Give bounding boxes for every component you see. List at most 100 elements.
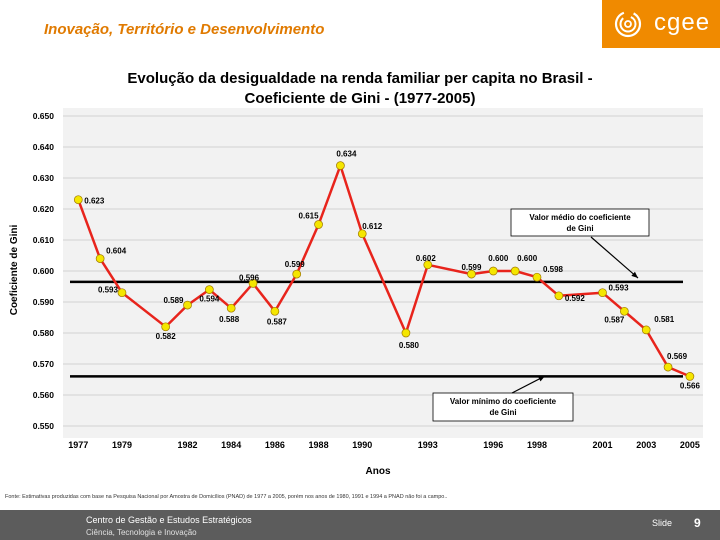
data-point	[204, 285, 214, 294]
data-point	[620, 306, 629, 316]
y-tick-label: 0.640	[33, 142, 55, 152]
chart-title-line1: Evolução da desigualdade na renda famili…	[127, 70, 592, 87]
y-tick-label: 0.560	[33, 390, 55, 400]
data-label: 0.588	[219, 315, 240, 324]
data-point	[183, 300, 192, 310]
footer-org-name: Centro de Gestão e Estudos Estratégicos	[86, 515, 252, 525]
data-point	[226, 303, 236, 313]
annotation-text: Valor mínimo do coeficiente	[450, 397, 557, 406]
data-point	[292, 269, 302, 279]
data-point	[510, 266, 520, 276]
annotation-text: de Gini	[566, 224, 593, 233]
mean-annotation-box	[510, 208, 650, 237]
data-point	[641, 325, 651, 335]
grid-lines	[63, 115, 703, 427]
chart-title-line2: Coeficiente de Gini - (1977-2005)	[245, 90, 476, 107]
y-tick-label: 0.570	[33, 359, 55, 369]
data-label: 0.598	[543, 265, 564, 274]
data-point	[685, 372, 695, 381]
x-tick-label: 1998	[527, 440, 547, 450]
x-tick-label: 2003	[636, 440, 656, 450]
data-point	[423, 260, 433, 270]
data-point	[161, 322, 171, 332]
annotations: Valor médio do coeficiente de Gini Valor m…	[432, 208, 650, 422]
data-label: 0.596	[239, 273, 260, 282]
data-label: 0.634	[336, 150, 357, 159]
min-annotation-box	[432, 392, 574, 422]
data-label: 0.600	[517, 254, 538, 263]
data-label: 0.593	[98, 286, 119, 295]
x-tick-label: 1986	[265, 440, 285, 450]
x-tick-label: 1984	[221, 440, 241, 450]
y-tick-label: 0.650	[33, 111, 55, 121]
data-point	[467, 269, 476, 279]
data-label: 0.593	[609, 284, 630, 293]
x-axis-label: Anos	[366, 466, 391, 477]
data-point	[270, 306, 280, 316]
annotation-arrow	[590, 236, 639, 279]
annotation-text: de Gini	[489, 408, 516, 417]
data-label: 0.589	[163, 296, 184, 305]
data-label: 0.612	[362, 222, 383, 231]
data-point	[401, 328, 411, 338]
reference-lines	[70, 280, 683, 378]
y-axis-label: Coeficiente de Gini	[9, 224, 20, 315]
data-label: 0.581	[654, 315, 675, 324]
data-point	[248, 279, 258, 288]
data-point	[117, 288, 127, 298]
series-gini: 0.623 0.604 0.593 0.582 0.589 0.594 0.588 0.596…	[73, 150, 701, 390]
x-tick-label: 1988	[309, 440, 329, 450]
data-point	[554, 291, 564, 301]
data-label: 0.566	[680, 381, 701, 390]
data-label: 0.623	[84, 197, 105, 206]
x-tick-label: 1977	[68, 440, 88, 450]
x-tick-label: 1982	[177, 440, 197, 450]
data-label: 0.592	[565, 294, 586, 303]
gini-line-chart: Evolução da desigualdade na renda famili…	[9, 70, 703, 477]
data-label: 0.600	[488, 254, 509, 263]
axis-ticks: 0.650 0.640 0.630 0.620 0.610 0.600 0.590 0.580…	[33, 111, 700, 450]
slide-number: 9	[694, 516, 701, 530]
annotation-arrowhead	[538, 376, 545, 382]
y-tick-label: 0.600	[33, 266, 55, 276]
data-point	[663, 362, 673, 372]
data-label: 0.604	[106, 247, 127, 256]
data-label: 0.587	[267, 317, 288, 326]
source-note: Fonte: Estimativas produzidas com base n…	[5, 494, 448, 500]
x-tick-label: 1993	[418, 440, 438, 450]
data-label: 0.580	[399, 341, 420, 350]
slide-label: Slide	[652, 518, 673, 528]
data-label: 0.615	[299, 212, 320, 221]
chart-plot-area	[63, 108, 703, 438]
data-point	[336, 161, 345, 170]
data-point	[598, 288, 607, 298]
logo-swirl-icon	[614, 10, 642, 38]
data-label: 0.587	[604, 315, 625, 324]
footer-bar: Centro de Gestão e Estudos Estratégicos …	[0, 510, 720, 540]
data-point	[532, 272, 542, 282]
data-point	[488, 266, 498, 276]
data-label: 0.599	[461, 263, 482, 272]
y-tick-label: 0.630	[33, 173, 55, 183]
annotation-arrowhead	[631, 271, 638, 278]
annotation-text: Valor médio do coeficiente	[529, 213, 631, 222]
y-tick-label: 0.590	[33, 297, 55, 307]
data-point	[357, 229, 367, 239]
data-point	[95, 254, 105, 263]
x-tick-label: 1990	[352, 440, 372, 450]
y-tick-label: 0.580	[33, 328, 55, 338]
page-title: Inovação, Território e Desenvolvimento	[44, 21, 325, 38]
logo: cgee	[602, 0, 720, 48]
x-tick-label: 2005	[680, 440, 700, 450]
data-label: 0.569	[667, 352, 688, 361]
data-label: 0.594	[199, 295, 220, 304]
data-label: 0.599	[285, 260, 306, 269]
data-point	[314, 220, 323, 229]
data-point	[73, 195, 83, 205]
x-tick-label: 1979	[112, 440, 132, 450]
y-tick-label: 0.610	[33, 235, 55, 245]
x-tick-label: 2001	[593, 440, 613, 450]
logo-text: cgee	[654, 9, 711, 36]
y-tick-label: 0.620	[33, 204, 55, 214]
footer-tagline: Ciência, Tecnologia e Inovação	[86, 528, 197, 537]
